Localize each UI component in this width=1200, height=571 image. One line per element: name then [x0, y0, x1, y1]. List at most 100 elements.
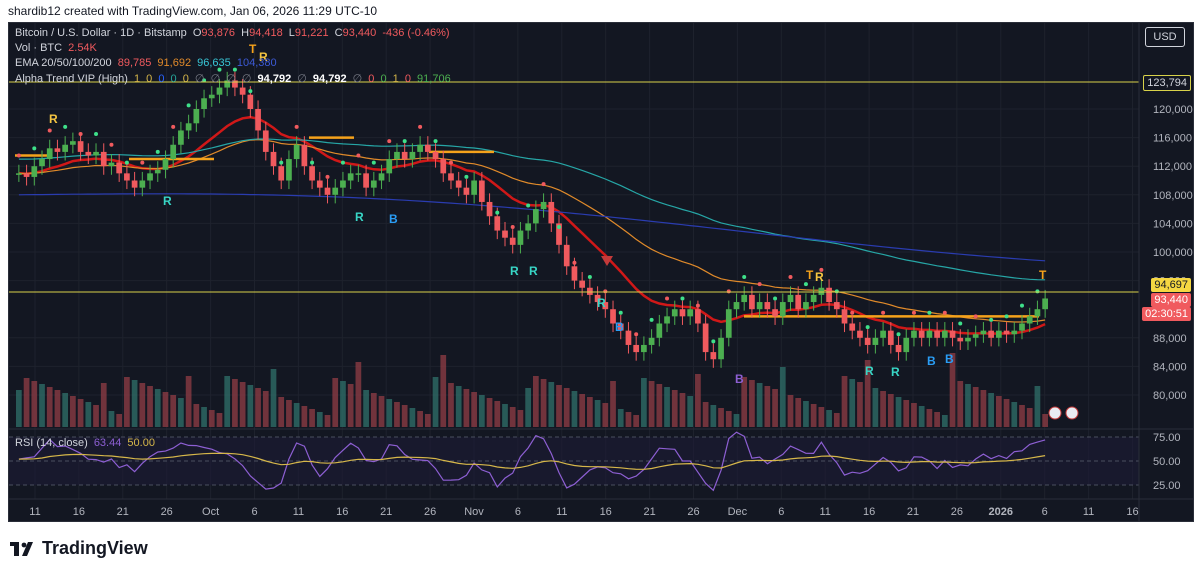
- candle-body: [224, 80, 231, 88]
- volume-bar: [224, 376, 231, 427]
- signal-dot: [1004, 314, 1009, 319]
- volume-bar: [895, 397, 902, 427]
- candle-body: [131, 180, 138, 188]
- candle-body: [139, 180, 146, 188]
- candle-body: [347, 173, 354, 181]
- volume-bar: [594, 400, 601, 427]
- signal-dot: [232, 67, 237, 72]
- volume-bar: [795, 398, 802, 427]
- volume-bar: [864, 360, 871, 427]
- candle-body: [216, 87, 223, 95]
- change-value: -436 (-0.46%): [382, 27, 450, 39]
- signal-dot: [140, 160, 145, 165]
- header-credit: shardib12 created with TradingView.com, …: [8, 4, 378, 18]
- low-value: 91,221: [294, 27, 329, 39]
- time-axis-label: 21: [907, 506, 919, 518]
- signal-letter: B: [389, 212, 398, 226]
- candle-body: [695, 309, 701, 324]
- volume-bar: [563, 388, 570, 427]
- signal-dot: [1035, 289, 1040, 294]
- volume-bar: [286, 400, 292, 427]
- volume-bar: [262, 391, 269, 427]
- candle-body: [594, 294, 601, 303]
- volume-bar: [486, 398, 493, 427]
- volume-bar: [316, 412, 323, 427]
- rsi-legend[interactable]: RSI (14, close) 63.44 50.00: [15, 437, 158, 449]
- volume-bar: [610, 381, 616, 427]
- signal-dot: [587, 275, 592, 280]
- alpha-last: 91,706: [417, 73, 451, 85]
- signal-dot: [433, 139, 438, 144]
- candle-body: [934, 330, 940, 338]
- candle-body: [278, 166, 285, 181]
- signal-letter: B: [945, 352, 954, 366]
- signal-dot: [109, 142, 114, 147]
- candle-body: [764, 302, 771, 310]
- volume-bar: [432, 377, 439, 427]
- candle-body: [332, 187, 339, 195]
- signal-dot: [850, 310, 855, 315]
- candle-body: [309, 166, 315, 181]
- countdown-tag: 02:30:51: [1142, 307, 1191, 321]
- tradingview-logo-icon: [10, 540, 36, 556]
- footer-brand[interactable]: TradingView: [10, 536, 148, 560]
- signal-dot: [510, 224, 515, 229]
- volume-bar: [108, 411, 115, 427]
- alpha-v3: 0: [170, 73, 177, 85]
- signal-letter: B: [927, 354, 936, 368]
- signal-dot: [896, 332, 901, 337]
- candle-body: [995, 330, 1002, 338]
- volume-bar: [409, 408, 416, 427]
- candle-body: [972, 334, 979, 338]
- candle-body: [795, 294, 802, 310]
- volume-bar: [154, 389, 161, 427]
- currency-button[interactable]: USD: [1145, 27, 1185, 47]
- candle-body: [656, 323, 663, 338]
- high-value: 94,418: [249, 27, 283, 39]
- volume-bar: [301, 406, 308, 427]
- candle-body: [486, 201, 493, 217]
- price-axis-label: 84,000: [1153, 361, 1187, 373]
- candle-body: [756, 302, 763, 310]
- candle-body: [471, 180, 477, 195]
- signal-letter: R: [510, 264, 519, 278]
- candle-body: [633, 344, 640, 353]
- time-axis-label: 6: [1042, 506, 1048, 518]
- volume-bar: [880, 391, 886, 427]
- legend-row-alpha[interactable]: Alpha Trend VIP (High) 1 0 0 0 0 ∅ ∅ ∅ ∅…: [15, 72, 454, 85]
- signal-dot: [865, 325, 870, 330]
- signal-letter: R: [49, 112, 58, 126]
- legend-row-volume[interactable]: Vol · BTC 2.54K: [15, 42, 100, 54]
- candle-body: [610, 309, 616, 324]
- candle-body: [39, 159, 45, 167]
- ema-label: EMA 20/50/100/200: [15, 57, 112, 69]
- legend-row-ema[interactable]: EMA 20/50/100/200 89,785 91,692 96,635 1…: [15, 57, 280, 69]
- volume-bar: [494, 401, 501, 427]
- candle-body: [394, 151, 400, 160]
- time-axis: 11 16 21 26 Oct 6 11 16 21 26 Nov 6 11 16 21 26 Dec 6 11 16…: [9, 498, 1193, 518]
- candle-body: [147, 173, 153, 181]
- volume-bar: [633, 415, 640, 427]
- volume-bar: [216, 413, 223, 427]
- candle-body: [494, 216, 501, 231]
- candle-body: [741, 294, 748, 303]
- legend-row-symbol[interactable]: Bitcoin / U.S. Dollar · 1D · Bitstamp O9…: [15, 27, 453, 39]
- volume-bar: [718, 408, 724, 427]
- signal-dot: [32, 146, 37, 151]
- candle-body: [517, 230, 524, 245]
- signal-dot: [248, 89, 253, 94]
- candle-body: [509, 237, 516, 245]
- volume-bar: [332, 378, 339, 427]
- ema-line: [18, 138, 1046, 281]
- candle-body: [625, 330, 632, 345]
- volume-bar: [147, 386, 153, 427]
- rsi-line: [18, 431, 1046, 492]
- volume-bar: [478, 395, 485, 427]
- alpha-v1: 0: [146, 73, 153, 85]
- candle-body: [378, 173, 385, 181]
- signal-dot: [819, 267, 824, 272]
- signal-dot: [356, 153, 361, 158]
- candle-body: [340, 180, 346, 188]
